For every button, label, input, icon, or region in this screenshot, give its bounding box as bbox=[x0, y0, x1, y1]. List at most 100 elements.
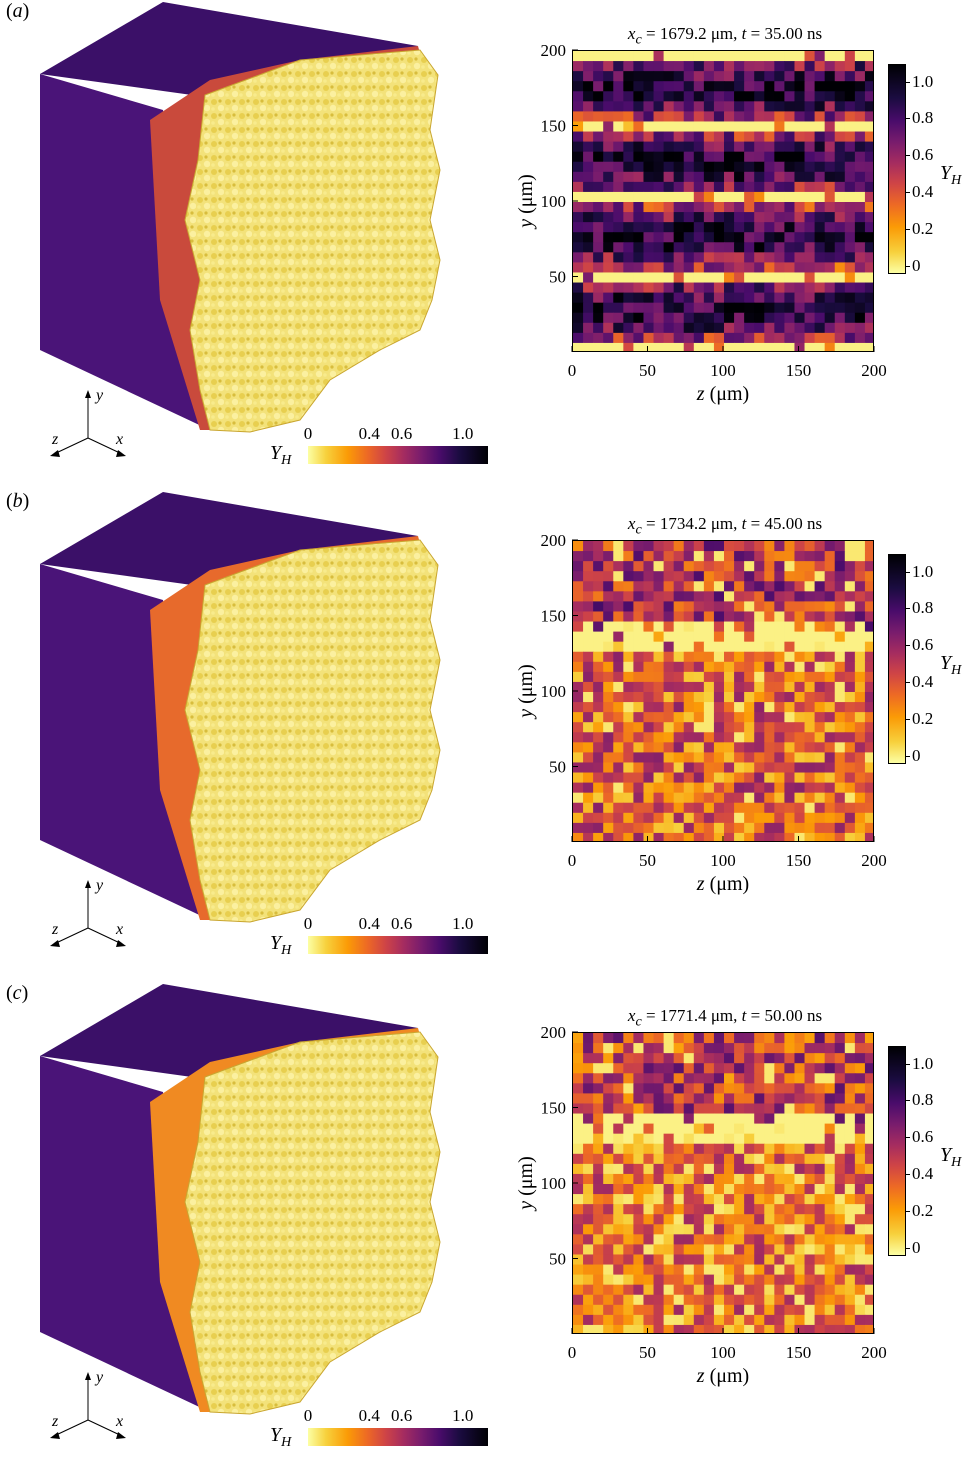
heatmap-cell bbox=[643, 681, 655, 693]
heatmap-cell bbox=[663, 121, 675, 133]
heatmap-cell bbox=[754, 121, 765, 133]
heatmap-cell bbox=[864, 1113, 873, 1125]
heatmap-cell bbox=[673, 292, 685, 304]
heatmap-cell bbox=[693, 1214, 705, 1225]
heatmap-cell bbox=[603, 822, 614, 834]
heatmap-cell bbox=[633, 1143, 645, 1155]
heatmap-cell bbox=[703, 81, 715, 92]
heatmap-cell bbox=[603, 1163, 614, 1175]
heatmap-cell bbox=[673, 1153, 685, 1165]
heatmap-cell bbox=[573, 282, 584, 294]
heatmap-cell bbox=[663, 722, 675, 733]
heatmap-cell bbox=[713, 292, 725, 304]
heatmap-cell bbox=[643, 1224, 655, 1235]
heatmap-cell bbox=[623, 762, 634, 774]
heatmap-cell bbox=[643, 1063, 655, 1074]
heatmap-cell bbox=[864, 651, 873, 663]
heatmap-cell bbox=[734, 1163, 745, 1175]
heatmap-cell bbox=[593, 1184, 604, 1195]
hbar-tick: 0 bbox=[303, 424, 313, 443]
heatmap-cell bbox=[764, 91, 775, 102]
heatmap-cell bbox=[573, 1314, 584, 1326]
heatmap-cell bbox=[724, 312, 735, 324]
heatmap-cell bbox=[724, 1033, 735, 1044]
heatmap-cell bbox=[834, 712, 846, 723]
heatmap-cell bbox=[854, 832, 866, 841]
x-tick-label: 200 bbox=[861, 361, 887, 380]
heatmap-cell bbox=[603, 1184, 614, 1195]
heatmap-cell bbox=[834, 822, 846, 834]
heatmap-cell bbox=[724, 282, 735, 294]
heatmap-cell bbox=[703, 101, 715, 112]
heatmap-cell bbox=[643, 601, 655, 613]
heatmap-cell bbox=[713, 611, 725, 623]
heatmap-cell bbox=[794, 1113, 806, 1125]
heatmap-cell bbox=[623, 1123, 634, 1135]
heatmap-cell bbox=[673, 762, 685, 774]
heatmap-cell bbox=[703, 1314, 715, 1326]
cbar-tick: 1.0 bbox=[905, 1054, 934, 1073]
heatmap-cell bbox=[603, 1073, 614, 1084]
heatmap-cell bbox=[724, 1173, 735, 1185]
heatmap-cell bbox=[653, 171, 665, 183]
heatmap-cell bbox=[864, 1184, 873, 1195]
heatmap-cell bbox=[854, 1224, 866, 1235]
heatmap-cell bbox=[834, 262, 846, 274]
heatmap-cell bbox=[693, 561, 705, 572]
heatmap-cell bbox=[713, 1043, 725, 1054]
heatmap-cell bbox=[744, 651, 755, 663]
heatmap-cell bbox=[804, 282, 816, 294]
heatmap-cell bbox=[573, 1194, 584, 1205]
heatmap-cell bbox=[603, 1244, 614, 1256]
heatmap-cell bbox=[774, 832, 785, 841]
heatmap-cell bbox=[673, 712, 685, 723]
heatmap-cell bbox=[703, 222, 715, 233]
heatmap-cell bbox=[583, 772, 594, 784]
heatmap-cell bbox=[573, 702, 584, 713]
heatmap-cell bbox=[814, 71, 826, 82]
heatmap-cell bbox=[784, 252, 796, 263]
heatmap-cell bbox=[673, 692, 685, 703]
heatmap-cell bbox=[784, 802, 796, 814]
heatmap-cell bbox=[794, 1254, 806, 1266]
heatmap-cell bbox=[693, 1063, 705, 1074]
heatmap-cell bbox=[804, 1254, 816, 1266]
heatmap-cell bbox=[593, 1083, 604, 1094]
hbar-label: YH bbox=[270, 932, 292, 958]
heatmap-cell bbox=[754, 1184, 765, 1195]
heatmap-cell bbox=[794, 591, 806, 602]
heatmap-cell bbox=[693, 1194, 705, 1205]
heatmap-cell bbox=[623, 141, 634, 153]
cbar-tick: 0.2 bbox=[905, 219, 934, 238]
heatmap-cell bbox=[764, 1284, 775, 1296]
heatmap-cell bbox=[734, 681, 745, 693]
heatmap-cell bbox=[864, 91, 873, 102]
heatmap-cell bbox=[603, 1274, 614, 1286]
heatmap-cell bbox=[774, 1324, 785, 1333]
heatmap-cell bbox=[854, 1063, 866, 1074]
heatmap-cell bbox=[693, 571, 705, 582]
heatmap-cell bbox=[794, 332, 806, 344]
heatmap-cell bbox=[613, 601, 624, 613]
heatmap-cell bbox=[683, 591, 695, 602]
heatmap-cell bbox=[633, 1264, 645, 1276]
heatmap-cell bbox=[633, 651, 645, 663]
heatmap-cell bbox=[663, 1143, 675, 1155]
heatmap-cell bbox=[784, 111, 796, 123]
heatmap-cell bbox=[794, 171, 806, 183]
heatmap-cell bbox=[734, 342, 745, 351]
heatmap-cell bbox=[633, 252, 645, 263]
heatmap-cell bbox=[653, 1284, 665, 1296]
heatmap-cell bbox=[744, 232, 755, 243]
heatmap-cell bbox=[724, 111, 735, 123]
heatmap-cell bbox=[824, 692, 836, 703]
heatmap-cell bbox=[854, 191, 866, 203]
heatmap-cell bbox=[774, 302, 785, 314]
heatmap-cell bbox=[673, 181, 685, 193]
heatmap-cell bbox=[573, 1173, 584, 1185]
heatmap-cell bbox=[794, 1043, 806, 1054]
heatmap-cell bbox=[623, 571, 634, 582]
heatmap-cell bbox=[643, 661, 655, 673]
heatmap-cell bbox=[673, 1284, 685, 1296]
